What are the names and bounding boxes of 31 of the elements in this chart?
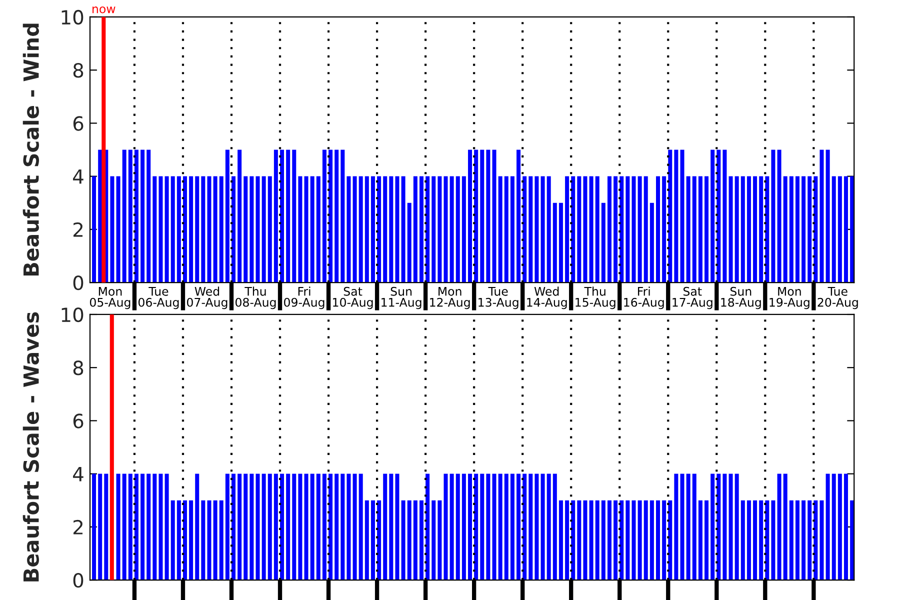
x-tick-label: Fri 16-Aug (624, 286, 664, 310)
y-tick-label: 4 (73, 170, 84, 184)
x-tick-label: Thu 08-Aug (236, 286, 276, 310)
x-tick-label: Tue 13-Aug (478, 287, 518, 310)
x-tick-label: Tue 20-Aug (818, 287, 858, 310)
x-tick-label: Wed 14-Aug (527, 286, 567, 310)
x-tick-label: Mon 05-Aug (90, 287, 130, 310)
x-tick-label: Mon 12-Aug (430, 287, 470, 310)
y-tick-label: 0 (73, 275, 84, 290)
y-tick-label: 6 (73, 414, 84, 428)
x-tick-label: Sat 10-Aug (333, 286, 373, 310)
x-tick-label: Thu 15-Aug (576, 286, 616, 310)
y-tick-label: 2 (74, 520, 82, 534)
y-tick-label: 10 (62, 10, 84, 25)
y-tick-label: 6 (73, 116, 84, 131)
y-tick-label: 2 (74, 222, 82, 237)
y-axis-title: Beaufort Scale - Wind (22, 24, 39, 276)
y-tick-label: 10 (62, 307, 84, 322)
x-tick-label: Sat 17-Aug (672, 286, 712, 310)
y-tick-label: 4 (73, 467, 84, 482)
x-tick-label: Mon 19-Aug (770, 287, 810, 310)
x-tick-label: Wed 07-Aug (186, 286, 228, 310)
x-tick-label: Fri 09-Aug (284, 286, 324, 310)
y-axis-title: Beaufort Scale - Waves (22, 312, 39, 582)
y-tick-label: 8 (73, 63, 84, 78)
x-tick-label: Tue 06-Aug (138, 287, 179, 310)
x-tick-label: Sun 11-Aug (382, 286, 422, 310)
y-tick-label: 8 (73, 360, 84, 376)
ref-line-label: now (92, 6, 116, 14)
y-tick-label: 0 (73, 572, 84, 588)
x-tick-label: Sun 18-Aug (721, 286, 761, 310)
